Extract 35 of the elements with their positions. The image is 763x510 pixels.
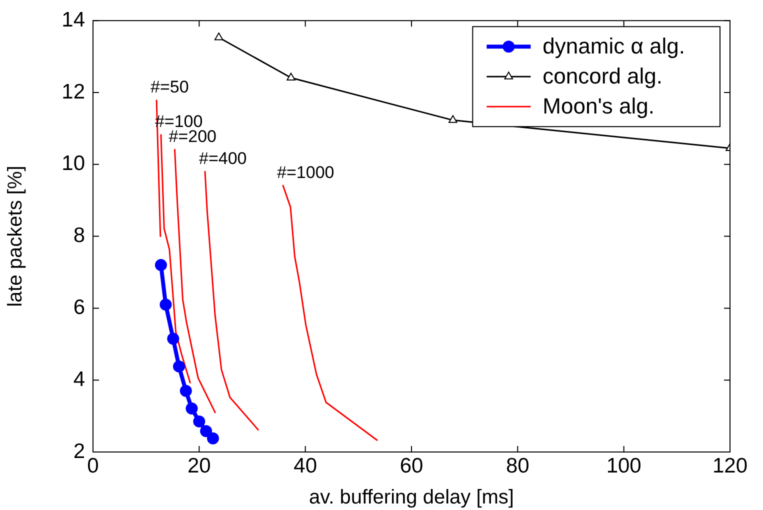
x-tick-label: 40 (294, 454, 318, 478)
point (160, 298, 172, 311)
x-tick-label: 60 (400, 454, 424, 478)
y-tick-label: 4 (73, 368, 86, 391)
y-tick-label: 2 (73, 440, 85, 463)
point (214, 32, 224, 40)
point (286, 72, 296, 81)
point (167, 332, 180, 345)
x-tick-label: 0 (87, 454, 99, 478)
x-tick-label: 100 (606, 454, 642, 478)
point (186, 402, 198, 414)
point (180, 384, 192, 397)
y-tick-label: 8 (73, 224, 85, 248)
y-tick-label: 10 (62, 152, 85, 176)
annotation: #=400 (199, 148, 247, 168)
point (448, 115, 458, 123)
legend-label: dynamic α alg. (542, 34, 686, 59)
legend-label: Moon's alg. (542, 94, 654, 119)
y-tick-label: 14 (62, 8, 86, 32)
x-tick-label: 80 (506, 454, 530, 478)
annotation: #=1000 (277, 162, 334, 182)
point (154, 259, 167, 272)
y-tick-label: 6 (73, 296, 85, 319)
x-axis-title: av. buffering delay [ms] (309, 486, 514, 509)
point (172, 360, 185, 372)
y-axis-title: late packets [%] (4, 166, 27, 307)
y-tick-label: 12 (62, 80, 85, 104)
point (206, 432, 219, 444)
legend-label: concord alg. (542, 64, 663, 89)
x-tick-label: 120 (712, 454, 748, 478)
x-tick-label: 20 (187, 454, 211, 478)
point (200, 425, 212, 438)
annotation: #=50 (150, 78, 189, 97)
annotation: #=200 (168, 126, 216, 146)
point (193, 415, 206, 428)
